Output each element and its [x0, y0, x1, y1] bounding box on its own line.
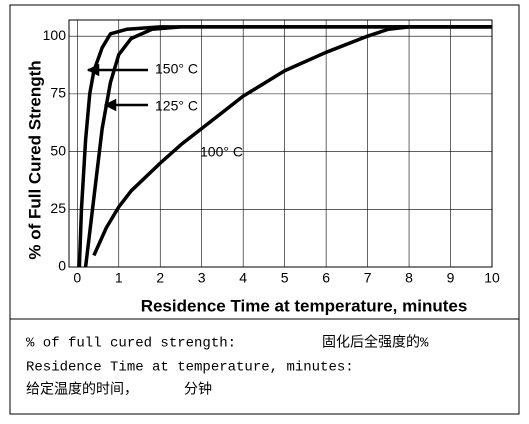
x-tick-label: 4	[239, 270, 247, 286]
y-tick-label: 100	[43, 27, 67, 43]
curve	[92, 25, 492, 257]
y-tick-label: 0	[58, 258, 66, 274]
caption-text: 分钟	[184, 381, 212, 399]
caption-text: 固化后全强度的%	[322, 334, 429, 352]
caption-text: 给定温度的时间，	[26, 382, 138, 399]
curve-label: 125° C	[155, 98, 198, 114]
x-tick-label: 3	[198, 270, 206, 286]
x-axis-label: Residence Time at temperature, minutes	[141, 296, 468, 315]
curve-label: 150° C	[155, 61, 198, 77]
x-tick-label: 0	[73, 270, 81, 286]
x-tick-label: 5	[281, 270, 289, 286]
curve	[83, 25, 492, 268]
curve	[77, 25, 492, 268]
x-tick-label: 7	[364, 270, 372, 286]
caption-text: % of full cured strength:	[26, 336, 236, 352]
x-tick-label: 9	[447, 270, 455, 286]
x-tick-label: 6	[322, 270, 330, 286]
x-tick-label: 10	[484, 270, 500, 286]
y-axis-label: % of Full Cured Strength	[25, 60, 44, 259]
plot-frame	[68, 19, 493, 268]
outer-frame	[9, 4, 520, 415]
caption-text: Residence Time at temperature, minutes:	[26, 360, 354, 376]
y-tick-label: 50	[50, 142, 66, 158]
x-tick-label: 1	[115, 270, 123, 286]
y-tick-label: 75	[50, 85, 66, 101]
curve-label: 100° C	[200, 144, 243, 160]
x-tick-label: 8	[405, 270, 413, 286]
y-tick-label: 25	[50, 200, 66, 216]
x-tick-label: 2	[156, 270, 164, 286]
